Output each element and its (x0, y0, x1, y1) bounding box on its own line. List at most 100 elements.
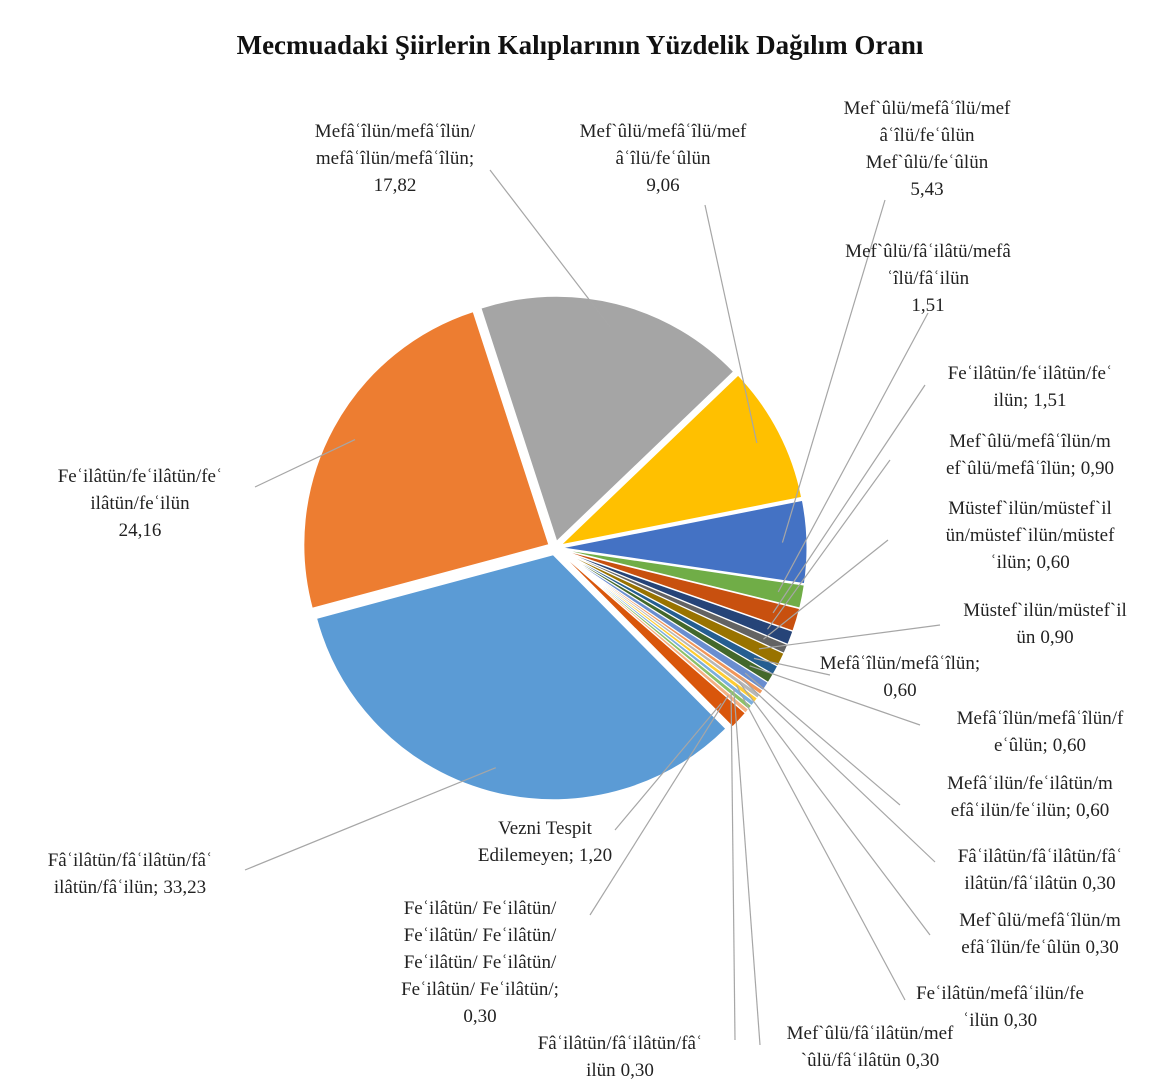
pie-slice (561, 548, 805, 609)
value-label: 0,90 (1081, 458, 1114, 479)
leader-line (763, 539, 889, 640)
value-label: 0,30 (463, 1006, 496, 1027)
label-line: ilâtün/fâʿilün; (54, 877, 158, 898)
value-label: 1,20 (579, 845, 612, 866)
slice-label: Feʿilâtün/feʿilâtün/feʿ ilün; 1,51 (948, 363, 1113, 411)
slice-label: Fâʿilâtün/fâʿilâtün/fâʿ ilün 0,30 (538, 1033, 703, 1081)
slice-label: Vezni Tespit Edilemeyen; 1,20 (478, 818, 612, 866)
label-line: ün (1016, 627, 1036, 648)
label-line: ilâtün/fâʿilâtün (964, 873, 1077, 894)
slice-label: Fâʿilâtün/fâʿilâtün/fâʿ ilâtün/fâʿilâtün 0… (958, 846, 1123, 894)
slice-label: Feʿilâtün/mefâʿilün/fe ʿilün 0,30 (916, 983, 1084, 1031)
slice-label: Mef`ûlü/fâʿilâtü/mefâ ʿîlü/fâʿilün 1,51 (845, 241, 1011, 316)
label-line: Feʿilâtün/ Feʿilâtün/ (404, 925, 557, 946)
slice-label: Fâʿilâtün/fâʿilâtün/fâʿ ilâtün/fâʿilün; 33… (48, 850, 213, 898)
value-label: 0,60 (883, 680, 916, 701)
label-line: Mef`ûlü/mefâʿîlü/mef (580, 121, 747, 142)
labels: Mefâʿîlün/mefâʿîlün/mefâʿîlün/mefâʿîlün;… (48, 98, 1127, 1081)
slice-label: Mefâʿîlün/mefâʿîlün/f eʿûlün; 0,60 (957, 708, 1124, 756)
slice-label: Mef`ûlü/fâʿilâtün/mef `ûlü/fâʿilâtün 0,30 (787, 1023, 954, 1071)
leader-line (589, 695, 729, 916)
leader-line (777, 312, 929, 593)
slice-label: Mefâʿilün/feʿilâtün/m efâʿilün/feʿilün; 0,… (947, 773, 1113, 821)
label-line: Vezni Tespit (498, 818, 593, 839)
label-line: Mef`ûlü/fâʿilâtün/mef (787, 1023, 954, 1044)
slice-label: Mef`ûlü/mefâʿîlü/mef âʿîlü/feʿûlün 9,06 (580, 121, 747, 196)
label-line: Müstef`ilün/müstef`il (963, 600, 1127, 621)
label-line: mefâʿîlün/mefâʿîlün; (316, 148, 474, 169)
pie-slice (480, 295, 735, 543)
label-line: Edilemeyen; (478, 845, 574, 866)
slices (303, 295, 808, 801)
value-label: 5,43 (910, 179, 943, 200)
label-line: Feʿilâtün/ Feʿilâtün/; (401, 979, 559, 1000)
slice-label: Feʿilâtün/ Feʿilâtün/Feʿilâtün/ Feʿilâtü… (401, 898, 559, 1027)
label-line: Mef`ûlü/mefâʿîlün/m (949, 431, 1111, 452)
label-line: ün/müstef`ilün/müstef (946, 525, 1116, 546)
leader-line (738, 681, 931, 936)
leader-line (489, 169, 611, 328)
leader-line (749, 665, 921, 726)
label-line: ilün (586, 1060, 616, 1081)
leader-line (744, 672, 901, 806)
value-label: 0,30 (906, 1050, 939, 1071)
label-line: eʿûlün; (994, 735, 1048, 756)
label-line: ilün; (993, 390, 1028, 411)
slice-label: Mef`ûlü/mefâʿîlü/mef âʿîlü/feʿûlün Mef`ûlü… (844, 98, 1011, 200)
slice-label: Müstef`ilün/müstef`il ün/müstef`ilün/müst… (946, 498, 1116, 573)
leader-line (741, 677, 936, 863)
label-line: Feʿilâtün/mefâʿilün/fe (916, 983, 1084, 1004)
label-line: âʿîlü/feʿûlün (616, 148, 711, 169)
label-line: ʿîlü/fâʿilün (887, 268, 970, 289)
label-line: Mef`ûlü/fâʿilâtü/mefâ (845, 241, 1011, 262)
label-line: Mefâʿîlün/mefâʿîlün/f (957, 708, 1124, 729)
value-label: 0,30 (621, 1060, 654, 1081)
value-label: 33,23 (163, 877, 206, 898)
label-line: Mef`ûlü/feʿûlün (866, 152, 989, 173)
leader-line (753, 657, 831, 676)
value-label: 0,60 (1076, 800, 1109, 821)
value-label: 24,16 (119, 520, 162, 541)
value-label: 17,82 (374, 175, 417, 196)
slice-label: Mef`ûlü/mefâʿîlün/m ef`ûlü/mefâʿîlün; 0,90 (946, 431, 1114, 479)
slice-label: Mef`ûlü/mefâʿîlün/m efâʿîlün/feʿûlün 0,30 (959, 910, 1121, 958)
label-line: Mef`ûlü/mefâʿîlün/m (959, 910, 1121, 931)
value-label: 0,60 (1036, 552, 1069, 573)
value-label: 0,30 (1082, 873, 1115, 894)
value-label: 0,90 (1040, 627, 1073, 648)
label-line: efâʿîlün/feʿûlün (961, 937, 1081, 958)
label-line: âʿîlü/feʿûlün (880, 125, 975, 146)
leader-line (614, 702, 722, 831)
leader-line (781, 199, 886, 543)
label-line: ilâtün/feʿilün (90, 493, 190, 514)
leader-line (772, 384, 926, 614)
label-line: Feʿilâtün/ Feʿilâtün/ (404, 952, 557, 973)
slice-label: Mefâʿîlün/mefâʿîlün/mefâʿîlün/mefâʿîlün;… (315, 121, 476, 196)
slice-label: Feʿilâtün/feʿilâtün/feʿ ilâtün/feʿilün 24,… (58, 466, 223, 541)
value-label: 0,30 (1004, 1010, 1037, 1031)
value-label: 9,06 (646, 175, 679, 196)
label-line: `ûlü/fâʿilâtün (801, 1050, 902, 1071)
pie-slice (303, 311, 550, 609)
leader-line (254, 438, 356, 488)
value-label: 1,51 (911, 295, 944, 316)
label-line: Fâʿilâtün/fâʿilâtün/fâʿ (958, 846, 1123, 867)
pie-slice (561, 499, 808, 585)
pie-slice (315, 554, 727, 801)
leader-line (767, 459, 891, 630)
leader-line (758, 624, 941, 650)
leader-line (244, 767, 496, 871)
label-line: efâʿilün/feʿilün; (951, 800, 1071, 821)
value-label: 0,60 (1053, 735, 1086, 756)
label-line: ʿilün (963, 1010, 999, 1031)
leader-line (704, 204, 758, 444)
label-line: Mefâʿilün/feʿilâtün/m (947, 773, 1113, 794)
pie-slice (559, 374, 803, 546)
pie-slice (561, 549, 801, 632)
label-line: ef`ûlü/mefâʿîlün; (946, 458, 1076, 479)
slice-label: Mefâʿîlün/mefâʿîlün; 0,60 (820, 653, 980, 701)
value-label: 1,51 (1033, 390, 1066, 411)
label-line: Feʿilâtün/feʿilâtün/feʿ (948, 363, 1113, 384)
label-line: Fâʿilâtün/fâʿilâtün/fâʿ (48, 850, 213, 871)
label-line: Feʿilâtün/feʿilâtün/feʿ (58, 466, 223, 487)
